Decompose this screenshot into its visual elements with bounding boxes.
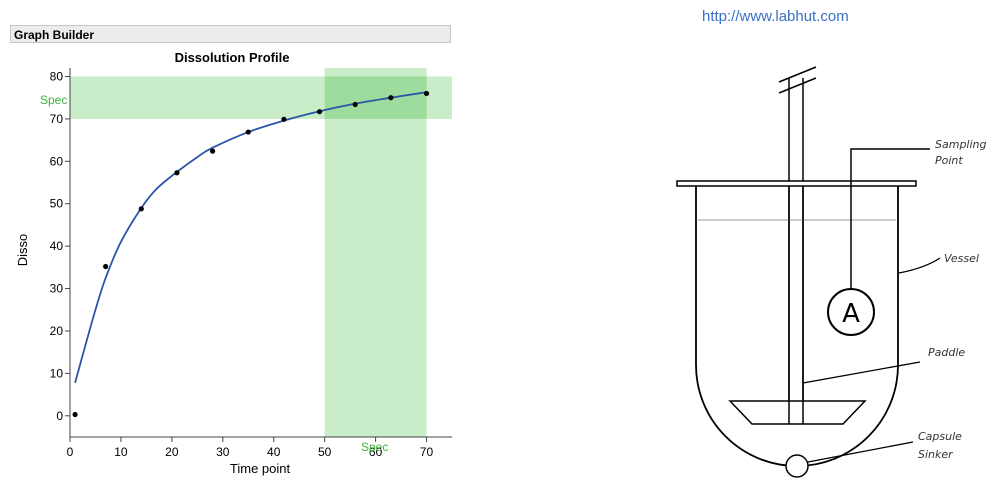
- fit-curve-line: [74, 91, 427, 383]
- y-tick-label: 50: [50, 197, 64, 211]
- y-tick-label: 20: [50, 324, 64, 338]
- y-axis-label: Disso: [15, 234, 30, 267]
- data-point: [245, 129, 251, 135]
- paddle-label: Paddle: [928, 346, 965, 359]
- y-tick-label: 70: [50, 112, 64, 126]
- dissolution-apparatus-diagram: A Sampling Point Vessel Paddle Capsule S…: [676, 66, 987, 478]
- data-point: [316, 109, 323, 115]
- data-point: [281, 116, 287, 122]
- sampling-point-label-1: Sampling: [935, 138, 987, 151]
- y-tick-label: 60: [50, 154, 64, 168]
- x-tick-label: 10: [114, 445, 128, 459]
- capsule-sinker-label-1: Capsule: [918, 430, 962, 443]
- data-point: [352, 101, 358, 108]
- y-tick-label: 30: [50, 282, 64, 296]
- x-tick-label: 50: [318, 445, 332, 459]
- dissolution-chart: Dissolution Profile 0 10 20 30 40 50 60 70 80 0 10…: [15, 50, 452, 476]
- x-tick-label: 60: [369, 445, 383, 459]
- shaft-break-2: [778, 77, 817, 94]
- paddle-blade: [728, 400, 867, 425]
- x-tick-label: 70: [420, 445, 434, 459]
- y-tick-label: 80: [50, 69, 64, 83]
- source-url[interactable]: http://www.labhut.com: [702, 8, 849, 25]
- sinker-leader: [807, 441, 914, 463]
- sampler-letter: A: [842, 299, 860, 329]
- data-point: [138, 206, 144, 212]
- y-tick-label: 0: [56, 409, 63, 423]
- data-point: [423, 90, 430, 97]
- capsule-sinker-label-2: Sinker: [918, 448, 954, 461]
- x-spec-label: Spec: [361, 440, 388, 454]
- vessel-leader: [898, 257, 941, 274]
- sampler-circle: [827, 288, 875, 336]
- x-spec-band: [324, 68, 427, 437]
- x-tick-label: 0: [67, 445, 74, 459]
- y-tick-label: 40: [50, 239, 64, 253]
- x-tick-label: 30: [216, 445, 230, 459]
- capsule-sinker-circle: [785, 454, 809, 478]
- y-spec-label: Spec: [40, 93, 67, 107]
- chart-title: Dissolution Profile: [175, 50, 290, 65]
- data-point: [388, 95, 394, 101]
- data-point: [174, 170, 180, 176]
- vessel-label: Vessel: [944, 252, 979, 265]
- sampling-tube: [850, 148, 930, 290]
- data-point: [103, 263, 109, 270]
- shaft-break-1: [778, 66, 817, 83]
- x-axis-label: Time point: [230, 461, 291, 476]
- y-tick-label: 10: [50, 366, 64, 380]
- vessel-lid: [676, 180, 917, 187]
- x-tick-label: 40: [267, 445, 281, 459]
- x-tick-label: 20: [165, 445, 179, 459]
- graph-builder-header: Graph Builder: [10, 25, 451, 43]
- paddle-leader: [802, 361, 921, 384]
- sampling-point-label-2: Point: [935, 154, 963, 167]
- data-point: [210, 148, 216, 154]
- spec-band-overlap: [324, 76, 427, 119]
- data-point: [72, 411, 78, 418]
- plot-area: 0 10 20 30 40 50 60 70 80 0 10 20 30 40 50 60 70: [50, 68, 452, 459]
